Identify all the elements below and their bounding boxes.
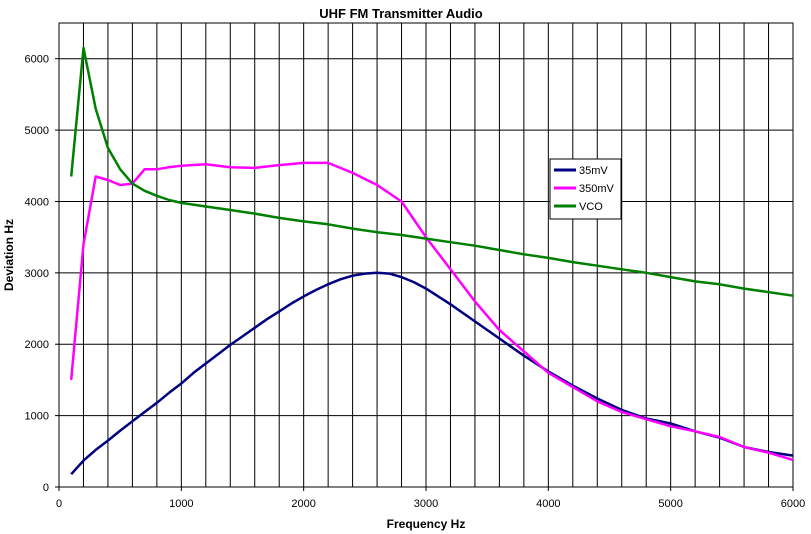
- legend-label: 350mV: [579, 183, 615, 195]
- series-line-350mv: [69, 161, 794, 462]
- x-tick-label: 0: [56, 498, 62, 510]
- series-line-35mv: [70, 271, 794, 476]
- legend-label: VCO: [579, 201, 603, 213]
- x-tick-label: 5000: [658, 498, 682, 510]
- legend: 35mV 350mV VCO: [549, 158, 622, 220]
- y-tick-label: 5000: [25, 125, 49, 137]
- legend-label: 35mV: [579, 165, 608, 177]
- series-lines: [69, 46, 794, 476]
- x-axis-ticks: 0 1000 2000 3000 4000 5000 6000: [56, 487, 805, 510]
- y-tick-label: 1000: [25, 411, 49, 423]
- x-tick-label: 6000: [781, 498, 805, 510]
- y-tick-label: 3000: [25, 268, 49, 280]
- y-axis-label: Deviation Hz: [2, 219, 16, 291]
- y-tick-label: 2000: [25, 339, 49, 351]
- y-tick-label: 4000: [25, 196, 49, 208]
- plot-area: [58, 22, 794, 488]
- x-tick-label: 4000: [536, 498, 560, 510]
- x-tick-label: 2000: [291, 498, 315, 510]
- chart-title: UHF FM Transmitter Audio: [319, 6, 483, 21]
- x-tick-label: 1000: [169, 498, 193, 510]
- x-axis-label: Frequency Hz: [387, 517, 466, 531]
- y-tick-label: 0: [43, 482, 49, 494]
- y-tick-label: 6000: [25, 54, 49, 66]
- x-tick-label: 3000: [414, 498, 438, 510]
- grid-lines: [58, 23, 794, 488]
- y-axis-ticks: 0 1000 2000 3000 4000 5000 6000: [25, 54, 59, 494]
- series-line-vco: [69, 46, 794, 297]
